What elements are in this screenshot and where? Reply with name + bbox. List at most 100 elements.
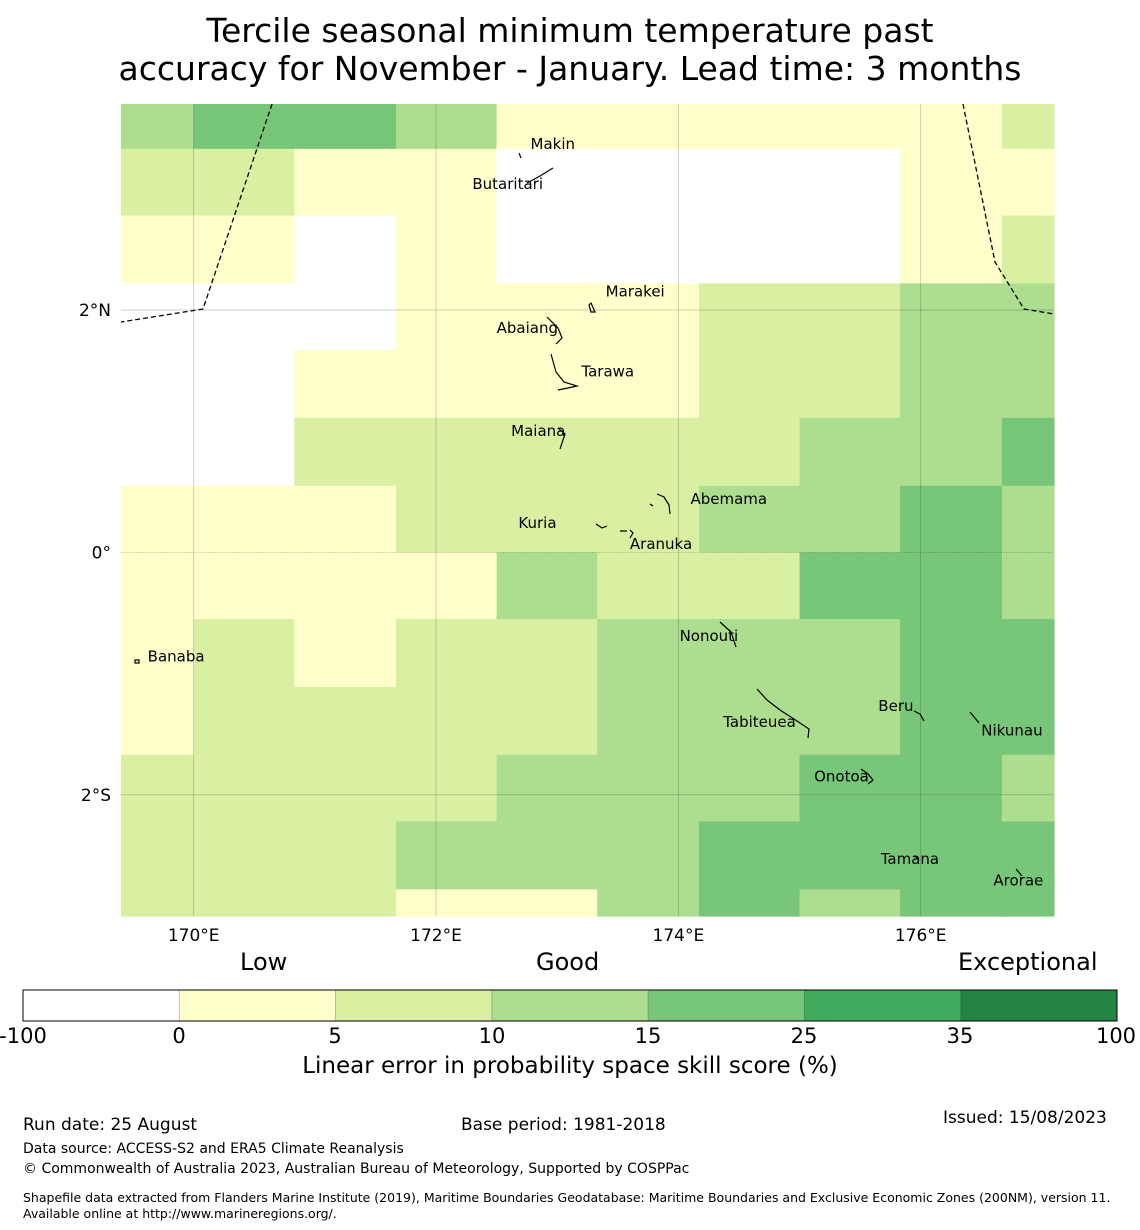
colorbar-tick-label: 10 [478,1024,506,1048]
onotoa-outline [860,768,874,785]
grid-cell [799,283,901,351]
grid-cell [698,485,801,554]
grid-cell [799,417,901,487]
grid-cell [597,619,700,688]
colorbar-tick-label: -100 [0,1024,47,1048]
makin-outline [518,152,522,159]
place-label: Nonouti [680,627,739,645]
grid-cell [496,485,598,554]
grid-cell [900,686,1003,756]
grid-cell [121,283,195,351]
grid-cell [597,889,700,917]
colorbar-swatch [335,990,492,1021]
grid-cell [496,552,598,620]
grid-cell [698,215,801,284]
colorbar-tick-label: 0 [172,1024,186,1048]
grid-cell [799,754,901,823]
colorbar-tick-label: 25 [790,1024,818,1048]
grid-cell [294,821,397,890]
grid-cell [597,148,700,217]
skill-grid [121,104,1055,917]
colorbar-swatch [960,990,1117,1021]
colorbar-tick-label: 15 [634,1024,662,1048]
grid-cell [1001,215,1055,284]
grid-cell [294,619,397,688]
place-label: Makin [531,135,576,153]
longitude-tick-label: 170°E [168,926,220,946]
grid-cell [396,552,498,620]
grid-cell [193,754,295,823]
eez-boundaries [120,103,1055,323]
place-label: Abemama [690,490,767,508]
grid-cell [799,148,901,217]
grid-cell [1001,754,1055,823]
grid-cell [1001,350,1055,419]
place-label: Aranuka [630,535,692,553]
grid-cell [193,104,295,150]
grid-cell [496,104,598,150]
marakei-outline [588,301,596,313]
grid-cell [799,552,901,620]
colorbar [22,989,1118,1022]
grid-cell [496,215,598,284]
grid-cell [121,821,195,890]
grid-cell [698,417,801,487]
place-label: Marakei [606,283,665,301]
grid-cell [193,552,295,620]
colorbar-swatch [491,990,649,1021]
grid-cell [900,485,1003,554]
grid-cell [294,104,397,150]
grid-cell [799,821,901,890]
grid-cell [496,148,598,217]
shapefile-credit: Shapefile data extracted from Flanders M… [23,1190,1111,1221]
butaritari-outline [526,167,554,184]
map-title-line-1: Tercile seasonal minimum temperature pas… [206,11,934,50]
grid-cell [799,350,901,419]
colorbar-outline [22,989,1118,1022]
grid-cell [698,889,801,917]
place-label: Tarawa [580,363,634,381]
grid-cell [396,821,498,890]
grid-cell [1001,485,1055,554]
map-title-line-2: accuracy for November - January. Lead ti… [118,49,1022,88]
grid-cell [121,754,195,823]
grid-cell [799,485,901,554]
latitude-tick-label: 2°N [79,301,111,321]
grid-cell [193,215,295,284]
latitude-tick-label: 0° [92,543,111,563]
grid-cell [799,619,901,688]
grid-cell [193,148,295,217]
grid-cell [698,104,801,150]
grid-cell [698,619,801,688]
grid-cell [121,619,195,688]
data-source: Data source: ACCESS-S2 and ERA5 Climate … [23,1141,404,1157]
latitude-tick-label: 2°S [81,786,111,806]
grid-cell [698,686,801,756]
abaiang-outline [546,316,563,345]
grid-cell [193,350,295,419]
nonouti-outline [719,621,737,648]
grid-cell [396,215,498,284]
grid-cell [597,283,700,351]
colorbar-swatch [179,990,336,1021]
grid-cell [496,889,598,917]
colorbar-tick-label: 35 [946,1024,974,1048]
colorbar-tick-label: 100 [1095,1024,1137,1048]
grid-cell [193,485,295,554]
grid-cell [121,148,195,217]
tarawa-outline [550,353,580,391]
grid-cell [900,821,1003,890]
grid-cell [396,350,498,419]
grid-cell [294,283,397,351]
grid-cell [1001,417,1055,487]
grid-cell [121,215,195,284]
eez-boundary-east [962,103,1055,315]
grid-cell [597,417,700,487]
grid-cell [799,104,901,150]
latitude-ticks: 2°N 0° 2°S [79,301,111,806]
grid-cell [597,215,700,284]
place-label: Maiana [511,422,565,440]
colorbar-swatch [648,990,805,1021]
grid-cell [496,686,598,756]
